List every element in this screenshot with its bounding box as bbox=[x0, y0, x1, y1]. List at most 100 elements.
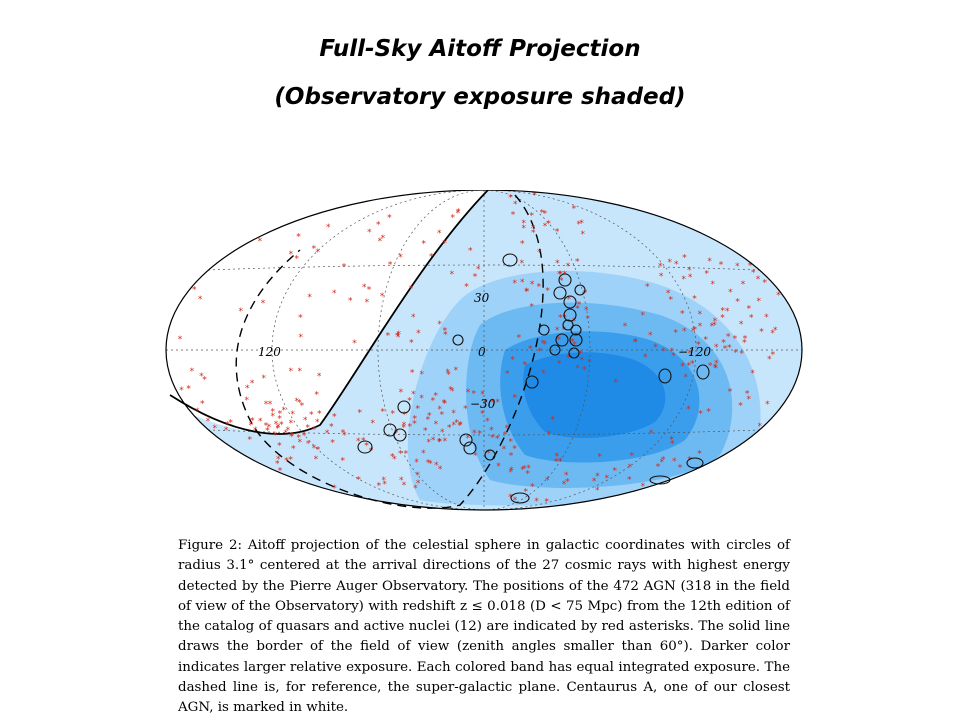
agn-asterisk: * bbox=[490, 434, 495, 444]
agn-asterisk: * bbox=[443, 437, 448, 447]
agn-asterisk: * bbox=[309, 411, 314, 421]
agn-asterisk: * bbox=[526, 464, 531, 474]
agn-asterisk: * bbox=[298, 333, 303, 343]
exposure-band-5 bbox=[523, 352, 666, 438]
agn-asterisk: * bbox=[356, 437, 361, 447]
agn-asterisk: * bbox=[572, 205, 577, 215]
agn-asterisk: * bbox=[564, 471, 569, 481]
agn-asterisk: * bbox=[741, 280, 746, 290]
agn-asterisk: * bbox=[727, 343, 732, 353]
lon-label-0: 0 bbox=[478, 345, 486, 359]
agn-asterisk: * bbox=[464, 283, 469, 293]
cosmic-ray-circle bbox=[563, 295, 577, 309]
agn-asterisk: * bbox=[660, 458, 665, 468]
agn-asterisk: * bbox=[546, 220, 551, 230]
agn-asterisk: * bbox=[509, 451, 514, 461]
agn-asterisk: * bbox=[200, 400, 205, 410]
agn-asterisk: * bbox=[330, 439, 335, 449]
agn-asterisk: * bbox=[520, 465, 525, 475]
agn-asterisk: * bbox=[422, 240, 427, 250]
agn-asterisk: * bbox=[693, 325, 698, 335]
agn-asterisk: * bbox=[283, 429, 288, 439]
agn-asterisk: * bbox=[555, 452, 560, 462]
agn-asterisk: * bbox=[710, 322, 715, 332]
agn-asterisk: * bbox=[290, 410, 295, 420]
agn-asterisk: * bbox=[298, 314, 303, 324]
agn-asterisk: * bbox=[348, 297, 353, 307]
cosmic-ray-circle bbox=[484, 449, 496, 461]
agn-asterisk: * bbox=[495, 398, 500, 408]
agn-asterisk: * bbox=[390, 410, 395, 420]
cosmic-ray-circle bbox=[397, 400, 411, 414]
agn-asterisk: * bbox=[661, 347, 666, 357]
agn-asterisk: * bbox=[454, 366, 459, 376]
agn-asterisk: * bbox=[178, 335, 183, 345]
agn-asterisk: * bbox=[530, 483, 535, 493]
agn-asterisk: * bbox=[520, 240, 525, 250]
agn-asterisk: * bbox=[451, 409, 456, 419]
agn-asterisk: * bbox=[513, 394, 518, 404]
agn-asterisk: * bbox=[570, 337, 575, 347]
agn-asterisk: * bbox=[764, 313, 769, 323]
agn-asterisk: * bbox=[399, 388, 404, 398]
agn-asterisk: * bbox=[342, 263, 347, 273]
agn-asterisk: * bbox=[508, 194, 513, 204]
agn-asterisk: * bbox=[692, 295, 697, 305]
agn-asterisk: * bbox=[710, 280, 715, 290]
agn-asterisk: * bbox=[698, 310, 703, 320]
agn-asterisk: * bbox=[577, 300, 582, 310]
agn-asterisk: * bbox=[314, 455, 319, 465]
agn-asterisk: * bbox=[407, 422, 412, 432]
agn-asterisk: * bbox=[528, 345, 533, 355]
agn-asterisk: * bbox=[672, 457, 677, 467]
agn-asterisk: * bbox=[404, 449, 409, 459]
lat-label-minus30: −30 bbox=[470, 397, 496, 411]
agn-asterisk: * bbox=[510, 355, 515, 365]
agn-asterisk: * bbox=[395, 332, 400, 342]
agn-asterisk: * bbox=[463, 405, 468, 415]
agn-asterisk: * bbox=[728, 387, 733, 397]
agn-asterisk: * bbox=[713, 364, 718, 374]
agn-asterisk: * bbox=[440, 428, 445, 438]
agn-asterisk: * bbox=[605, 474, 610, 484]
agn-asterisk: * bbox=[505, 370, 510, 380]
agn-asterisk: * bbox=[245, 384, 250, 394]
agn-asterisk: * bbox=[544, 497, 549, 507]
cosmic-ray-circle bbox=[555, 333, 569, 347]
agn-asterisk: * bbox=[688, 273, 693, 283]
cosmic-ray-circle bbox=[558, 273, 572, 287]
agn-asterisk: * bbox=[671, 352, 676, 362]
cosmic-ray-circle bbox=[568, 347, 580, 359]
agn-asterisk: * bbox=[316, 248, 321, 258]
cosmic-ray-circle bbox=[463, 441, 477, 455]
agn-asterisk: * bbox=[545, 476, 550, 486]
agn-asterisk: * bbox=[276, 423, 281, 433]
agn-asterisk: * bbox=[426, 415, 431, 425]
agn-asterisk: * bbox=[426, 458, 431, 468]
agn-asterisk: * bbox=[508, 468, 513, 478]
agn-asterisk: * bbox=[317, 372, 322, 382]
agn-asterisk: * bbox=[550, 415, 555, 425]
agn-asterisk: * bbox=[668, 295, 673, 305]
agn-asterisk: * bbox=[714, 359, 719, 369]
agn-asterisk: * bbox=[770, 329, 775, 339]
agn-asterisk: * bbox=[742, 339, 747, 349]
agn-asterisk: * bbox=[315, 418, 320, 428]
agn-asterisk: * bbox=[649, 429, 654, 439]
agn-asterisk: * bbox=[433, 392, 438, 402]
agn-asterisk: * bbox=[443, 327, 448, 337]
agn-asterisk: * bbox=[401, 424, 406, 434]
agn-asterisk: * bbox=[538, 347, 543, 357]
agn-asterisk: * bbox=[291, 444, 296, 454]
agn-asterisk: * bbox=[682, 275, 687, 285]
agn-asterisk: * bbox=[763, 279, 768, 289]
agn-asterisk: * bbox=[409, 285, 414, 295]
cosmic-ray-circle bbox=[553, 286, 567, 300]
agn-asterisk: * bbox=[317, 409, 322, 419]
agn-asterisk: * bbox=[402, 421, 407, 431]
agn-asterisk: * bbox=[680, 362, 685, 372]
agn-asterisk: * bbox=[747, 395, 752, 405]
agn-asterisk: * bbox=[341, 429, 346, 439]
agn-asterisk: * bbox=[682, 327, 687, 337]
agn-asterisk: * bbox=[734, 349, 739, 359]
